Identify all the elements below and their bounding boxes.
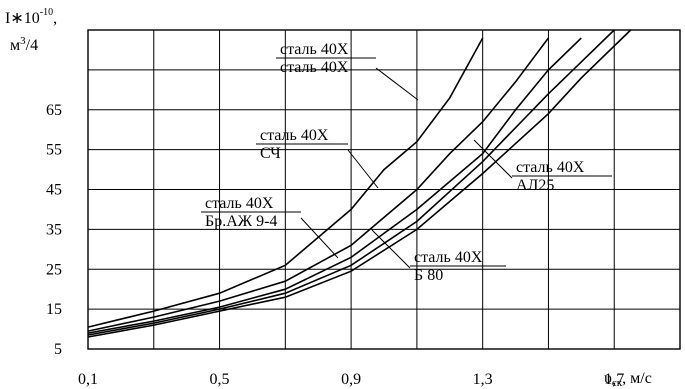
series-label-top: сталь 40Х [205, 195, 274, 212]
series-leader-line [473, 139, 513, 179]
series-label-bottom: СЧ [260, 145, 281, 162]
y-tick-label: 45 [46, 182, 62, 199]
series-label-top: сталь 40Х [516, 159, 585, 176]
series-label-top: сталь 40Х [280, 41, 349, 58]
y-tick-label: 25 [46, 261, 62, 278]
series-line-3 [87, 37, 582, 334]
x-axis-title: υск, м/с [604, 370, 652, 389]
tick-labels: 0,1 0,5 0,9 1,3 1,7 5 15 25 35 45 55 65 [46, 102, 624, 388]
plot-frame [87, 29, 681, 350]
series-line-4 [87, 29, 615, 336]
series-label-bottom: АЛ25 [516, 177, 554, 194]
y-tick-label: 55 [46, 142, 62, 159]
y-tick-label: 35 [46, 221, 62, 238]
series-leader-line [347, 149, 379, 189]
curves [87, 29, 632, 338]
grid [87, 29, 681, 350]
series-label-top: сталь 40Х [260, 127, 329, 144]
series-leader-line [375, 67, 419, 101]
series-label-bottom: сталь 40Х [280, 59, 349, 76]
y-axis-unit: м3/4 [10, 35, 38, 54]
series-line-1 [87, 37, 484, 328]
series-label-bottom: Бр.АЖ 9-4 [205, 213, 277, 230]
series-leader-line [300, 217, 339, 259]
series-line-2 [87, 37, 550, 332]
series-label-bottom: Б 80 [414, 267, 443, 284]
x-tick-label: 0,1 [78, 371, 98, 388]
y-axis-title: I∗10-10, [5, 7, 57, 27]
series-leader-line [371, 229, 411, 269]
series-line-5 [87, 29, 632, 338]
y-tick-label: 15 [46, 301, 62, 318]
x-tick-label: 1,3 [473, 371, 493, 388]
x-tick-label: 0,9 [341, 371, 361, 388]
y-tick-label: 65 [46, 102, 62, 119]
y-tick-label: 5 [54, 341, 62, 358]
x-tick-label: 0,5 [210, 371, 230, 388]
x-tick-label: 1,7 [604, 371, 624, 388]
series-label-top: сталь 40Х [414, 249, 483, 266]
